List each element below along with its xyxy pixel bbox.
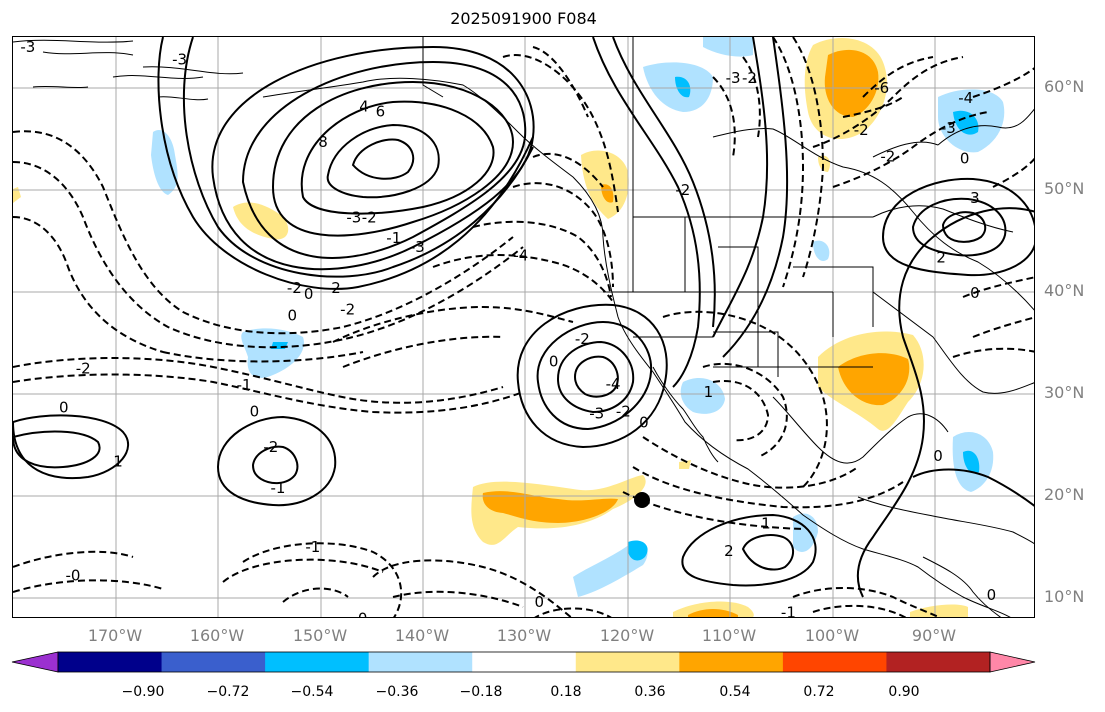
contour-label: 2 [936,248,946,266]
contour-label: 0 [250,402,260,420]
colorbar-segment [368,652,473,672]
contour-labels: 468-3-2-1-3-4-20-20-2-2-1001-2-1-1-0-00-… [20,37,997,618]
colorbar-tick-label: −0.90 [121,684,165,700]
lat-label-30n: 30°N [1044,383,1085,402]
colorbar-arrow-high [989,651,1036,673]
colorbar-tick-label: 0.54 [719,684,751,700]
colorbar-tick-label: 0.18 [550,684,582,700]
contour-label: -2 [326,279,341,297]
contour-label: -4 [958,89,973,107]
contour-label: 2 [724,542,734,560]
contour-label: -3 [20,38,35,56]
contour-label: -2 [287,279,302,297]
colorbar-tick-label: 0.36 [634,684,666,700]
contour-label: -6 [698,37,713,41]
colorbar-tick-label: 0.90 [888,684,920,700]
lon-label-140w: 140°W [394,626,450,645]
contour-label: 0 [549,352,559,370]
contour-label: -2 [854,121,869,139]
colorbar-segment [782,652,887,672]
contour-label: -2 [616,402,631,420]
contour-label: 1 [113,452,123,470]
colorbar-tick-label: −0.54 [290,684,334,700]
colorbar-segment [575,652,680,672]
contour-label: -2 [575,330,590,348]
contour-label: 4 [359,97,369,115]
colorbar-segment [58,652,163,672]
map-canvas: 468-3-2-1-3-4-20-20-2-2-1001-2-1-1-0-00-… [13,37,1034,618]
contour-label: -2 [362,209,377,227]
lon-label-100w: 100°W [804,626,860,645]
contour-label: 1 [761,515,771,533]
dashed-contours [13,37,1034,617]
lon-label-130w: 130°W [496,626,552,645]
contour-label: -6 [874,79,889,97]
contour-label: -3 [726,69,741,87]
lon-label-90w: 90°W [911,626,957,645]
contour-label: 8 [318,133,328,151]
contour-label: 0 [639,414,649,432]
contour-label: 0 [59,398,69,416]
solid-contours [13,37,1034,598]
shaded-anomaly-areas [13,37,1005,617]
location-marker [634,492,650,508]
contour-label: -0 [352,609,367,618]
contour-label: -3 [410,238,425,256]
contour-label: -3 [589,404,604,422]
map-panel: 468-3-2-1-3-4-20-20-2-2-1001-2-1-1-0-00-… [12,36,1035,618]
colorbar-segment [679,652,784,672]
contour-label: 0 [288,306,298,324]
contour-label: 0 [960,149,970,167]
contour-label: 0 [933,447,943,465]
contour-label: -1 [386,229,401,247]
colorbar-tick-label: −0.72 [206,684,250,700]
contour-label: 0 [304,285,314,303]
coastlines-and-borders [13,37,1034,617]
lat-label-40n: 40°N [1044,281,1085,300]
lat-label-10n: 10°N [1044,587,1085,606]
lon-label-120w: 120°W [599,626,655,645]
contour-label: -4 [513,246,528,264]
colorbar-tick-label: 0.72 [803,684,835,700]
contour-label: 0 [535,593,545,611]
contour-label: 3 [970,189,980,207]
lon-label-160w: 160°W [189,626,245,645]
colorbar-segment [265,652,370,672]
contour-label: -2 [76,360,91,378]
colorbar-segment [161,652,266,672]
contour-label: -3 [346,209,361,227]
contour-label: 0 [987,586,997,604]
lon-label-150w: 150°W [292,626,348,645]
map-gridlines [13,37,1034,617]
contour-label: -2 [742,69,757,87]
contour-label: 6 [376,102,386,120]
contour-label: 1 [704,383,714,401]
contour-label: -2 [340,300,355,318]
contour-label: 0 [970,284,980,302]
colorbar-segment [886,652,991,672]
lon-label-110w: 110°W [701,626,757,645]
contour-label: -4 [606,375,621,393]
colorbar-tick-label: −0.18 [459,684,503,700]
colorbar-arrow-low [11,651,59,673]
contour-label: -2 [880,147,895,165]
contour-label: -0 [65,567,80,585]
contour-label: -2 [263,438,278,456]
contour-label: -1 [237,376,252,394]
colorbar [11,651,1036,673]
contour-label: -1 [781,603,796,618]
colorbar-outline [57,651,991,673]
contour-label: -3 [941,119,956,137]
lat-label-50n: 50°N [1044,179,1085,198]
lon-label-170w: 170°W [87,626,143,645]
map-title: 2025091900 F084 [450,9,597,28]
colorbar-tick-label: −0.36 [375,684,419,700]
contour-label: -2 [675,181,690,199]
lat-label-60n: 60°N [1044,77,1085,96]
contour-label: -1 [305,538,320,556]
contour-label: -1 [270,479,285,497]
lat-label-20n: 20°N [1044,485,1085,504]
colorbar-segment [472,652,577,672]
contour-label: -3 [172,50,187,68]
